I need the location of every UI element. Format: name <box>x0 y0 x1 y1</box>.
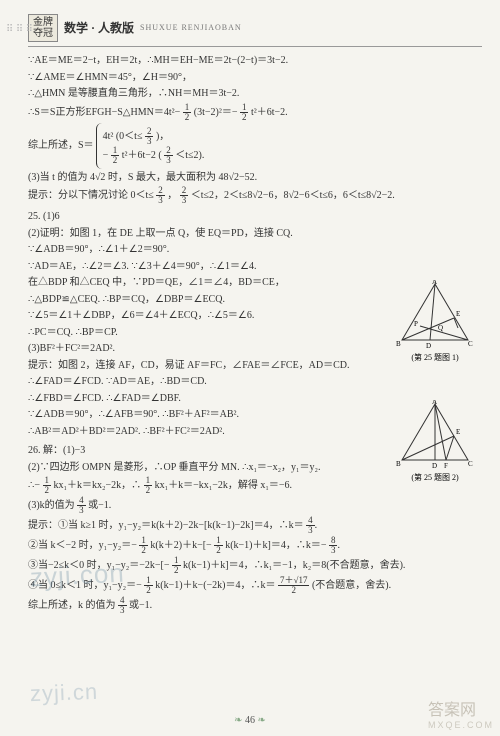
text: k(k−1)＋k]＝4，∴k＝− <box>225 540 326 551</box>
page-header: 金牌 夺冠 数学 · 人教版 SHUXUE RENJIAOBAN <box>28 14 482 47</box>
text-line: ∵∠AME＝∠HMN＝45°，∠H＝90°， <box>28 70 482 86</box>
figure-1: A B C D E P Q (第 25 题图 1) <box>396 280 474 363</box>
text-line: ∵∠ADB＝90°，∴∠1＋∠2＝90°. <box>28 242 482 258</box>
text: )， <box>156 130 169 141</box>
text: ∴S＝S正方形EFGH−S△HMN＝4t²− <box>28 106 180 117</box>
text-line: ②当 k＜−2 时，y₁−y₂＝− 12 k(k＋2)＋k−[− 12 k(k−… <box>28 536 482 555</box>
text-line: 25. (1)6 <box>28 209 482 225</box>
text: ， <box>167 190 177 201</box>
text: ②当 k＜−2 时，y₁−y₂＝− <box>28 540 137 551</box>
fraction: 23 <box>145 127 154 146</box>
fraction: 12 <box>240 103 249 122</box>
svg-text:E: E <box>456 310 460 318</box>
svg-text:E: E <box>456 428 460 436</box>
text-line: 提示：①当 k≥1 时，y₁−y₂＝k(k＋2)−2k−[k(k−1)−2k]＝… <box>28 516 482 535</box>
svg-text:A: A <box>432 280 437 286</box>
fraction: 12 <box>214 536 223 555</box>
text-line: (3)k的值为 43 或−1. <box>28 496 482 515</box>
book-title: 数学 · 人教版 <box>64 19 134 38</box>
leaf-icon: ❧ <box>258 715 266 726</box>
book-pinyin: SHUXUE RENJIAOBAN <box>140 22 242 34</box>
figure-2: A B C D E F (第 25 题图 2) <box>396 400 474 483</box>
page-number: 46 <box>245 715 255 726</box>
fraction: 12 <box>183 103 192 122</box>
text-line: 综上所述，k 的值为 43 或−1. <box>28 596 482 615</box>
svg-text:A: A <box>432 400 437 406</box>
svg-text:B: B <box>396 340 401 348</box>
page-footer: ❧ 46 ❧ <box>0 715 500 726</box>
text: (3)k的值为 <box>28 500 75 511</box>
text-line: 提示：分以下情况讨论 0＜t≤ 23 ， 23 ＜t≤2，2＜t≤8√2−6，8… <box>28 186 482 205</box>
text: 或−1. <box>129 600 152 611</box>
svg-text:F: F <box>444 462 448 470</box>
text: kx₁＋k＝−kx₁−2k，解得 x₁＝−6. <box>155 480 292 491</box>
fraction: 23 <box>156 186 165 205</box>
watermark: zyji.cn <box>30 679 99 707</box>
margin-dots: ⠿ ⠿ ⠿ <box>6 24 33 36</box>
svg-text:D: D <box>432 462 437 470</box>
text-line: ∴∠FAD＝∠FCD. ∵AD＝AE，∴BD＝CD. <box>28 374 482 390</box>
fraction: 12 <box>144 576 153 595</box>
text: t²＋6t−2 ( <box>122 149 162 160</box>
text-line: (3)当 t 的值为 4√2 时，S 最大，最大面积为 48√2−52. <box>28 170 482 186</box>
text-line: 综上所述，S＝ 4t² (0＜t≤ 23 )， − 12 t²＋6t−2 ( 2… <box>28 123 482 169</box>
text: 综上所述，k 的值为 <box>28 600 116 611</box>
watermark: 答案网 MXQE.COM <box>428 696 494 730</box>
fraction: 83 <box>329 536 338 555</box>
text-line: ∴△HMN 是等腰直角三角形，∴NH＝MH＝3t−2. <box>28 86 482 102</box>
fraction: 23 <box>180 186 189 205</box>
figure-caption: (第 25 题图 1) <box>396 352 474 363</box>
text-line: (2)证明：如图 1，在 DE 上取一点 Q，使 EQ＝PD，连接 CQ. <box>28 226 482 242</box>
leaf-icon: ❧ <box>234 715 242 726</box>
svg-text:C: C <box>468 340 473 348</box>
fraction: 12 <box>172 556 181 575</box>
text: − <box>103 149 109 160</box>
text-line: ∵AD＝AE，∴∠2＝∠3. ∵∠3＋∠4＝90°，∴∠1＝∠4. <box>28 259 482 275</box>
text: k(k−1)＋k−(−2k)＝4，∴k＝ <box>155 580 275 591</box>
fraction: 43 <box>77 496 86 515</box>
fraction: 12 <box>139 536 148 555</box>
text: 提示：分以下情况讨论 0＜t≤ <box>28 190 154 201</box>
fraction: 12 <box>43 476 52 495</box>
svg-text:Q: Q <box>438 324 443 332</box>
text: 综上所述，S＝ <box>28 138 94 154</box>
text-line: ∴S＝S正方形EFGH−S△HMN＝4t²− 12 (3t−2)²＝− 12 t… <box>28 103 482 122</box>
text: 或−1. <box>88 500 111 511</box>
fraction: 43 <box>118 596 127 615</box>
watermark-text: 答案网 <box>428 702 476 719</box>
text: t²＋6t−2. <box>251 106 288 117</box>
svg-text:C: C <box>468 460 473 468</box>
svg-text:D: D <box>426 342 431 350</box>
triangle-diagram-icon: A B C D E F <box>396 400 474 470</box>
triangle-diagram-icon: A B C D E P Q <box>396 280 474 350</box>
watermark-sub: MXQE.COM <box>428 720 494 730</box>
watermark: zyji.con <box>29 558 125 594</box>
figure-caption: (第 25 题图 2) <box>396 472 474 483</box>
text: k(k−1)＋k]＝4，∴k₁＝−1，k₂＝8(不合题意，舍去). <box>183 560 405 571</box>
case-brace: 4t² (0＜t≤ 23 )， − 12 t²＋6t−2 ( 23 ＜t≤2). <box>96 123 209 169</box>
fraction: 7＋√172 <box>278 576 309 595</box>
text-line: ∵AE＝ME＝2−t，EH＝2t，∴MH＝EH−ME＝2t−(2−t)＝3t−2… <box>28 53 482 69</box>
text: ∴− <box>28 480 40 491</box>
svg-text:P: P <box>414 320 418 328</box>
text: (不合题意，舍去). <box>312 580 391 591</box>
text: 提示：①当 k≥1 时，y₁−y₂＝k(k＋2)−2k−[k(k−1)−2k]＝… <box>28 520 304 531</box>
fraction: 12 <box>144 476 153 495</box>
text: k(k＋2)＋k−[− <box>150 540 211 551</box>
text: ＜t≤2). <box>175 149 204 160</box>
fraction: 23 <box>164 146 173 165</box>
fraction: 12 <box>111 146 120 165</box>
fraction: 43 <box>306 516 315 535</box>
text: ＜t≤2，2＜t≤8√2−6，8√2−6＜t≤6，6＜t≤8√2−2. <box>191 190 395 201</box>
svg-text:B: B <box>396 460 401 468</box>
text: (3t−2)²＝− <box>194 106 238 117</box>
text: kx₁＋k＝kx₂−2k，∴ <box>54 480 142 491</box>
text: 4t² (0＜t≤ <box>103 130 143 141</box>
